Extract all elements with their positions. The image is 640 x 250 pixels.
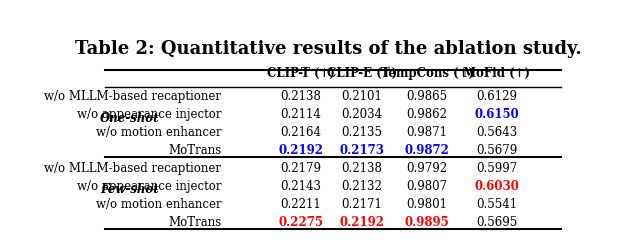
Text: 0.9865: 0.9865: [406, 90, 448, 103]
Text: 0.6129: 0.6129: [476, 90, 517, 103]
Text: 0.6150: 0.6150: [474, 108, 519, 121]
Text: MoTrans: MoTrans: [168, 216, 221, 229]
Text: 0.9895: 0.9895: [405, 216, 449, 229]
Text: w/o MLLM-based recaptioner: w/o MLLM-based recaptioner: [44, 90, 221, 103]
Text: 0.9807: 0.9807: [406, 180, 448, 193]
Text: Table 2: Quantitative results of the ablation study.: Table 2: Quantitative results of the abl…: [75, 40, 581, 58]
Text: 0.2138: 0.2138: [341, 162, 382, 175]
Text: w/o appearance injector: w/o appearance injector: [77, 180, 221, 193]
Text: 0.5643: 0.5643: [476, 126, 517, 139]
Text: 0.2171: 0.2171: [341, 198, 382, 211]
Text: 0.2179: 0.2179: [280, 162, 321, 175]
Text: 0.9801: 0.9801: [406, 198, 448, 211]
Text: 0.2114: 0.2114: [280, 108, 321, 121]
Text: 0.9792: 0.9792: [406, 162, 448, 175]
Text: 0.2101: 0.2101: [341, 90, 382, 103]
Text: 0.2135: 0.2135: [341, 126, 382, 139]
Text: 0.2138: 0.2138: [280, 90, 321, 103]
Text: CLIP-E (↑): CLIP-E (↑): [326, 66, 397, 80]
Text: 0.5679: 0.5679: [476, 144, 517, 157]
Text: 0.2132: 0.2132: [341, 180, 382, 193]
Text: 0.2143: 0.2143: [280, 180, 321, 193]
Text: One-shot: One-shot: [100, 112, 159, 125]
Text: 0.2173: 0.2173: [339, 144, 384, 157]
Text: CLIP-T (↑): CLIP-T (↑): [267, 66, 335, 80]
Text: TempCons (↑): TempCons (↑): [381, 66, 474, 80]
Text: 0.5695: 0.5695: [476, 216, 517, 229]
Text: 0.9871: 0.9871: [406, 126, 448, 139]
Text: w/o motion enhancer: w/o motion enhancer: [96, 126, 221, 139]
Text: 0.2192: 0.2192: [339, 216, 384, 229]
Text: 0.2211: 0.2211: [280, 198, 321, 211]
Text: 0.6030: 0.6030: [474, 180, 519, 193]
Text: 0.9872: 0.9872: [404, 144, 450, 157]
Text: w/o appearance injector: w/o appearance injector: [77, 108, 221, 121]
Text: 0.9862: 0.9862: [406, 108, 448, 121]
Text: MoFid (↑): MoFid (↑): [463, 66, 530, 80]
Text: 0.2275: 0.2275: [278, 216, 323, 229]
Text: 0.2164: 0.2164: [280, 126, 321, 139]
Text: 0.2192: 0.2192: [278, 144, 323, 157]
Text: 0.5997: 0.5997: [476, 162, 517, 175]
Text: 0.5541: 0.5541: [476, 198, 517, 211]
Text: w/o MLLM-based recaptioner: w/o MLLM-based recaptioner: [44, 162, 221, 175]
Text: 0.2034: 0.2034: [341, 108, 382, 121]
Text: w/o motion enhancer: w/o motion enhancer: [96, 198, 221, 211]
Text: MoTrans: MoTrans: [168, 144, 221, 157]
Text: Few-shot: Few-shot: [100, 184, 159, 196]
